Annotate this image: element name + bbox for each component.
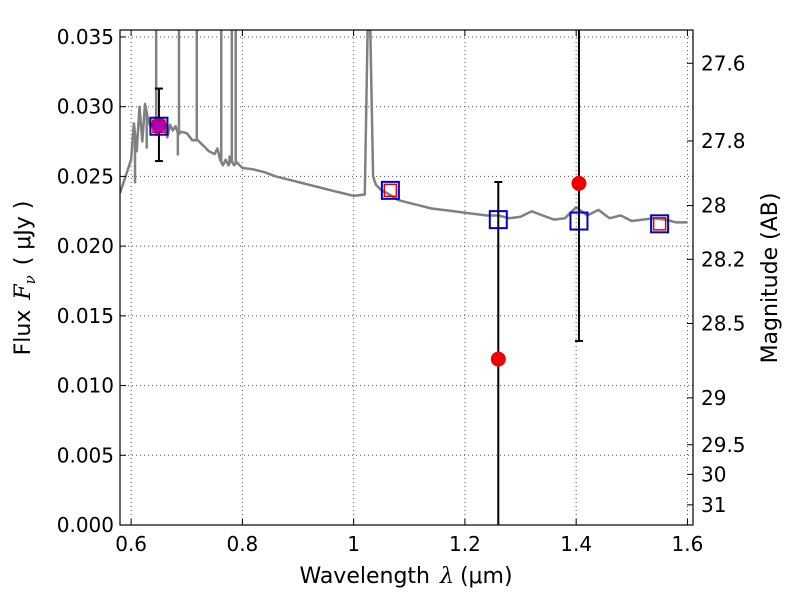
y2-tick-label: 30 [701, 462, 726, 486]
x-axis-label: Wavelength λ (μm) [299, 564, 512, 589]
x-tick-label: 0.8 [226, 532, 258, 556]
y-axis-label: Flux Fν ( μJy ) [11, 201, 39, 356]
y2-tick-label: 27.6 [701, 51, 746, 75]
y-tick-label: 0.030 [57, 95, 114, 119]
plot-frame [119, 29, 694, 526]
x-tick-label: 1.6 [672, 532, 704, 556]
observed-point [571, 175, 587, 191]
y2-tick-label: 27.8 [701, 129, 746, 153]
y-tick-label: 0.015 [57, 304, 114, 328]
x-axis-label-unit: (μm) [460, 564, 513, 589]
grid-lines [120, 30, 693, 526]
synthetic-point [652, 217, 667, 231]
y2-tick-label: 29 [701, 386, 726, 410]
y-tick-label: 0.035 [57, 25, 114, 49]
x-axis-label-symbol: λ [439, 564, 454, 589]
y2-tick-label: 28.2 [701, 247, 746, 271]
synthetic-point [152, 119, 166, 133]
y2-tick-label: 29.5 [701, 433, 746, 457]
model-point [488, 210, 508, 230]
y-axis-label-unit: ( μJy ) [11, 201, 36, 266]
x-axis-label-text: Wavelength [299, 564, 430, 589]
plot-data-area [120, 30, 688, 525]
y2-tick-label: 28 [701, 194, 726, 218]
y-axis-label-symbol: F [11, 284, 36, 301]
y-axis-label-subscript: ν [21, 275, 39, 284]
axis-ticks: 0.6 0.8 1 1.2 1.4 1.6 0.000 0.005 0.010 0.015 0.02… [57, 25, 746, 556]
x-tick-label: 0.6 [115, 532, 147, 556]
y2-axis-label: Magnitude (AB) [758, 193, 783, 364]
observed-point-optical [151, 117, 167, 133]
markers [149, 116, 670, 367]
y-axis-label-text: Flux [11, 310, 36, 356]
y2-tick-label: 31 [701, 493, 726, 517]
x-tick-label: 1.4 [560, 532, 592, 556]
model-point [380, 180, 400, 200]
y-tick-label: 0.025 [57, 164, 114, 188]
x-tick-label: 1.2 [449, 532, 481, 556]
y-tick-label: 0.005 [57, 443, 114, 467]
synthetic-point [383, 183, 398, 198]
model-point [650, 214, 670, 234]
y-tick-label: 0.020 [57, 234, 114, 258]
model-point [149, 116, 169, 136]
y-tick-label: 0.000 [57, 513, 114, 537]
y-tick-label: 0.010 [57, 374, 114, 398]
model-point [569, 211, 589, 231]
observed-point [490, 351, 506, 367]
x-tick-label: 1 [347, 532, 360, 556]
y2-tick-label: 28.5 [701, 311, 746, 335]
